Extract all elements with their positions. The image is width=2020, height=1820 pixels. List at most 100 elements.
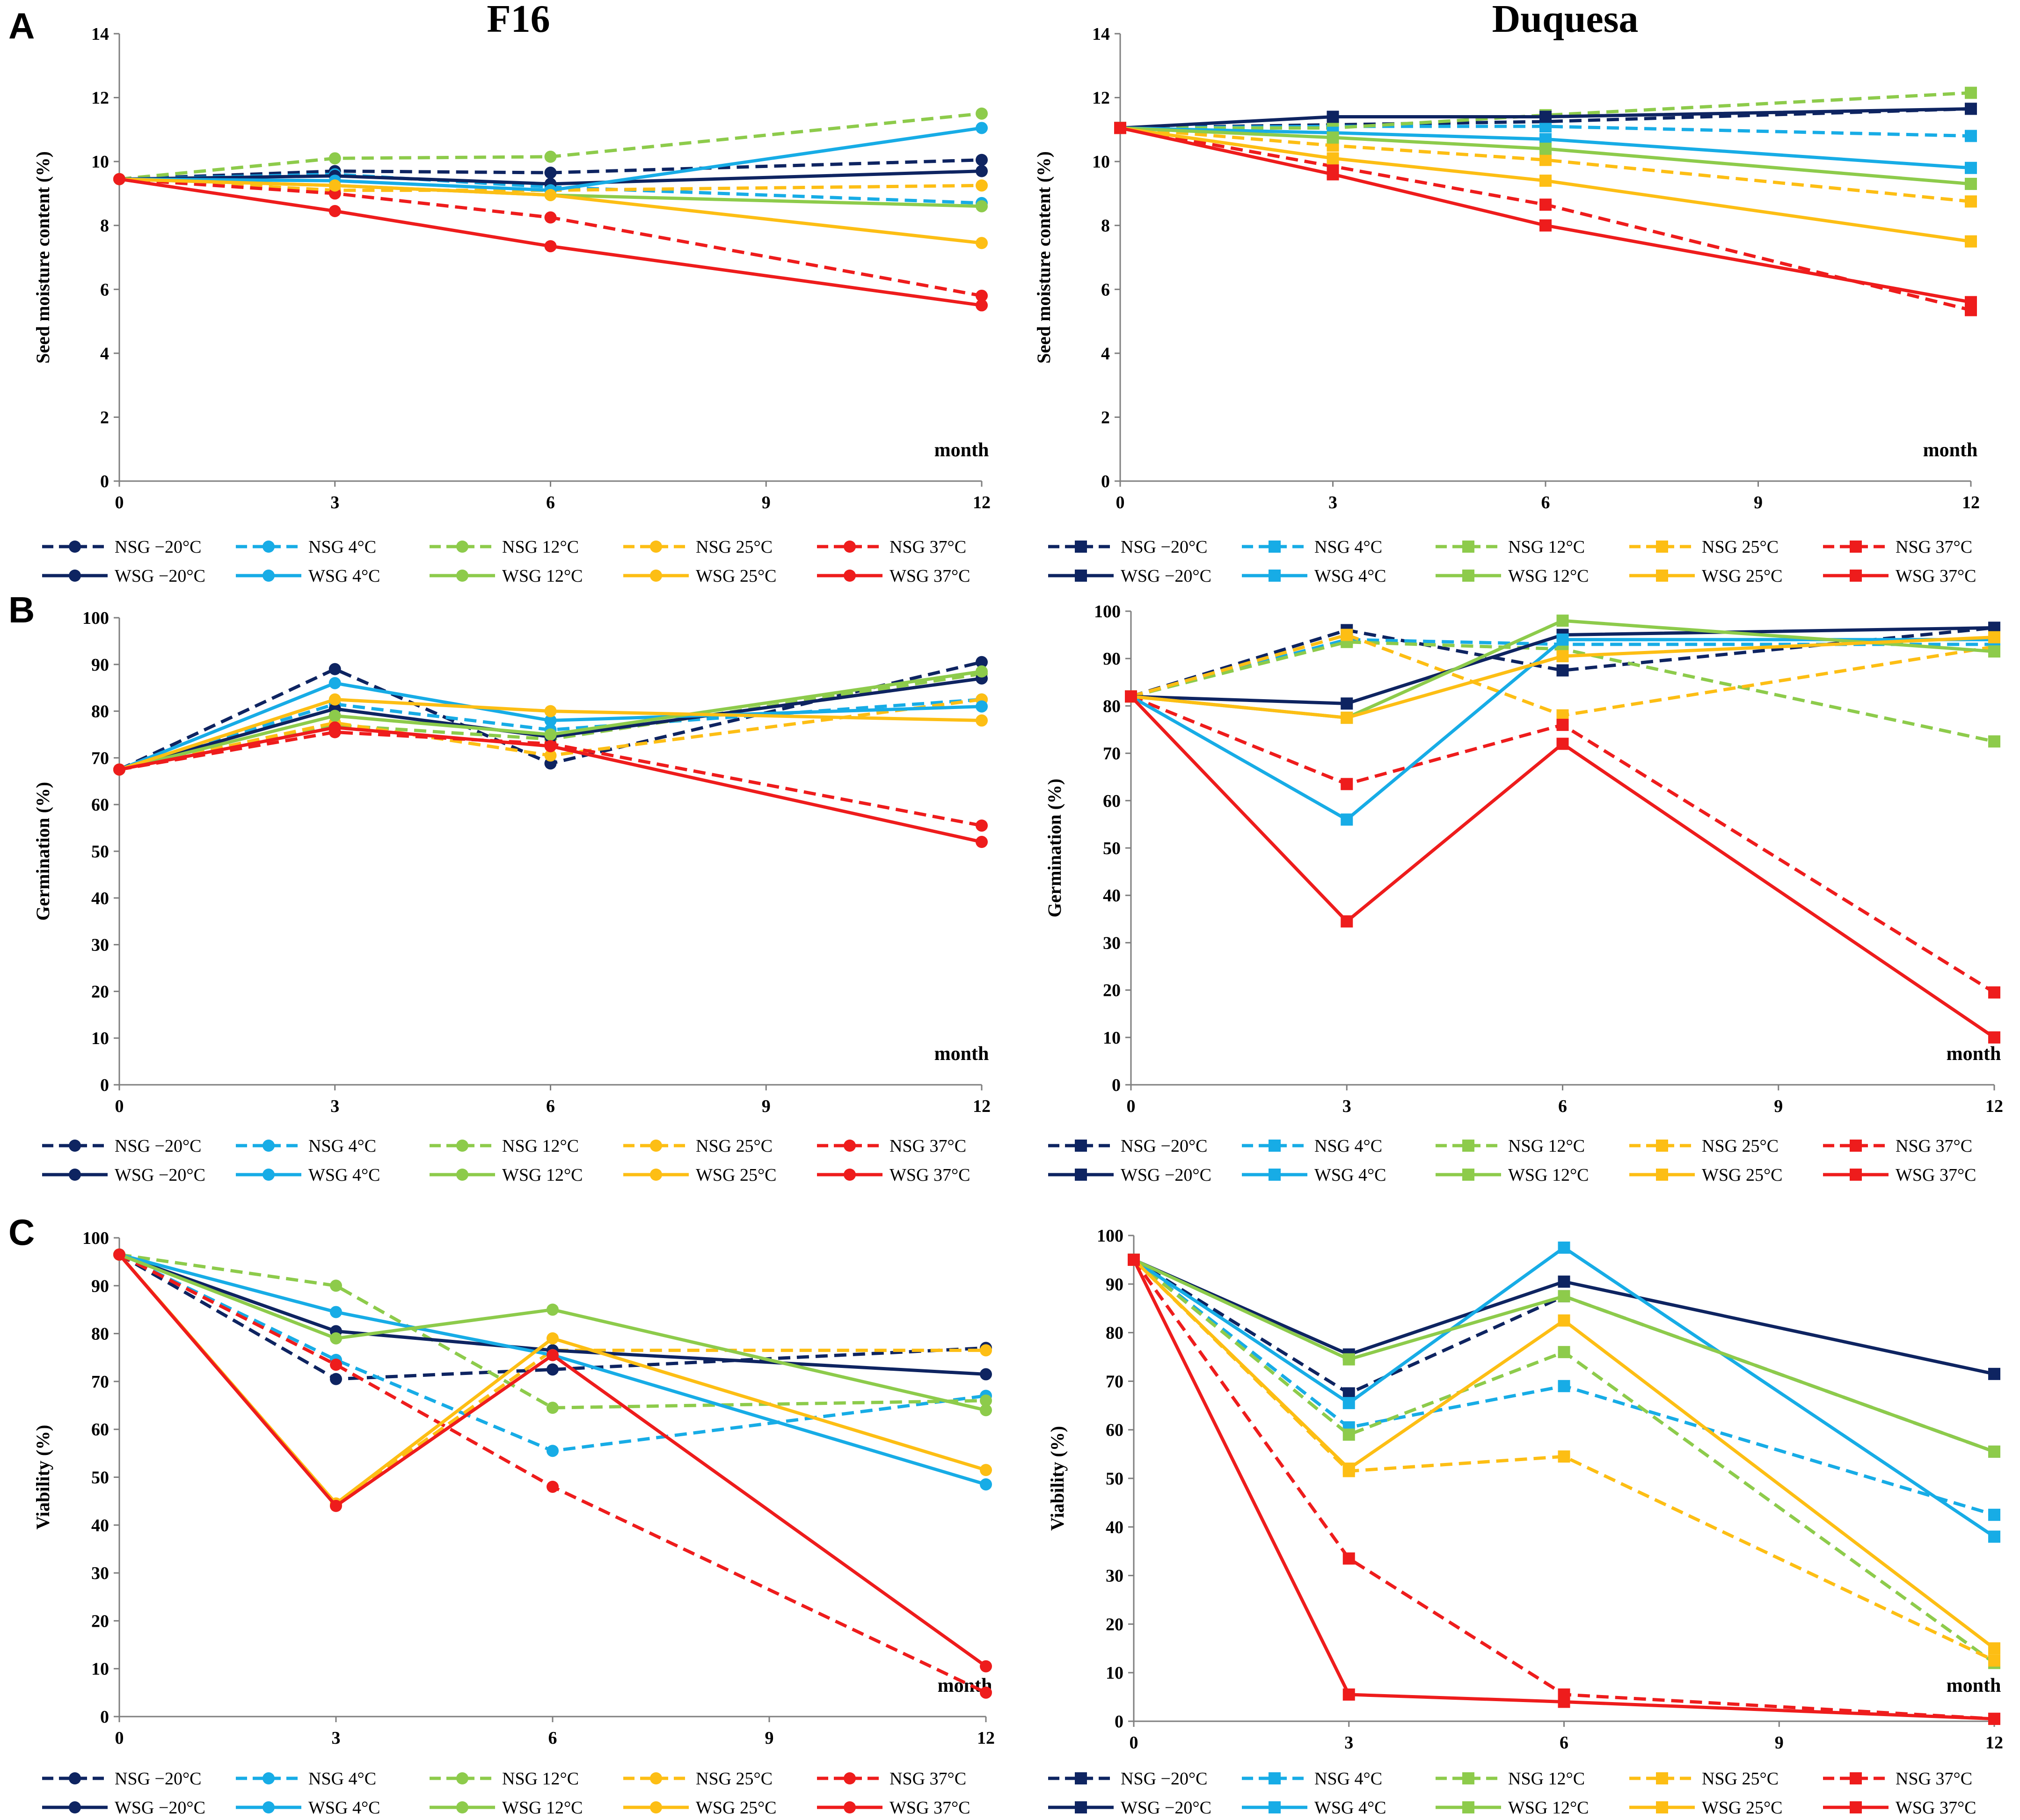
- x-tick-label: 12: [973, 493, 991, 512]
- legend-label: WSG −20°C: [1121, 1165, 1211, 1185]
- data-point: [1965, 177, 1977, 190]
- x-tick-label: 6: [1560, 1733, 1568, 1753]
- legend-marker: [844, 1801, 856, 1813]
- legend-marker: [1462, 1772, 1474, 1784]
- series-line-wsg-m20: [119, 677, 982, 771]
- y-tick-label: 30: [91, 936, 109, 955]
- legend-marker: [650, 1169, 662, 1181]
- data-point: [1556, 650, 1569, 663]
- series-line-wsg-37: [119, 726, 982, 844]
- data-point: [976, 836, 988, 848]
- series-line-nsg-37: [1120, 126, 1971, 312]
- data-point: [328, 693, 341, 706]
- y-tick-label: 30: [1106, 1566, 1123, 1586]
- x-axis-label: month: [934, 1043, 989, 1065]
- data-point: [328, 179, 341, 192]
- data-point: [1556, 664, 1569, 677]
- data-point: [1556, 738, 1569, 750]
- legend-label: NSG 12°C: [502, 1769, 579, 1789]
- legend-label: WSG 25°C: [696, 1798, 776, 1818]
- legend-marker: [650, 541, 662, 553]
- data-point: [976, 122, 988, 134]
- legend-label: NSG 25°C: [696, 1769, 773, 1789]
- data-point: [976, 179, 988, 192]
- data-point: [1558, 1290, 1570, 1302]
- series-line-nsg-4: [1120, 124, 1971, 138]
- legend-marker: [1850, 1772, 1862, 1784]
- data-point: [328, 721, 341, 734]
- legend-label: WSG −20°C: [115, 1165, 205, 1185]
- legend-marker: [69, 1801, 81, 1813]
- legend-marker: [1850, 541, 1862, 553]
- series-line-nsg-25: [1130, 633, 1995, 717]
- x-tick-label: 0: [115, 493, 124, 512]
- data-point: [1342, 1397, 1355, 1410]
- legend-label: WSG 12°C: [502, 1165, 583, 1185]
- y-tick-label: 30: [91, 1564, 109, 1583]
- data-point: [1965, 87, 1977, 99]
- y-tick-label: 20: [1106, 1615, 1123, 1634]
- series-line-wsg-37: [1132, 1259, 1995, 1721]
- y-tick-label: 40: [1103, 886, 1121, 906]
- legend-marker: [1462, 1140, 1474, 1152]
- x-tick-label: 12: [1985, 1096, 2003, 1116]
- data-point: [1558, 1450, 1570, 1463]
- legend-label: WSG 37°C: [1896, 1165, 1976, 1185]
- y-tick-label: 4: [1101, 344, 1110, 364]
- legend-marker: [650, 1140, 662, 1152]
- series-line-wsg-4: [1133, 1246, 1995, 1538]
- legend-marker: [1075, 541, 1087, 553]
- x-tick-label: 9: [762, 493, 771, 512]
- data-point: [1327, 168, 1339, 181]
- series-line-wsg-m20: [119, 169, 982, 186]
- y-tick-label: 8: [1101, 216, 1110, 236]
- series-line-wsg-12: [118, 1253, 986, 1412]
- data-point: [1988, 1445, 2000, 1458]
- y-tick-label: 14: [91, 24, 109, 44]
- legend-label: WSG 25°C: [696, 1165, 776, 1185]
- legend-label: NSG 37°C: [890, 1136, 966, 1156]
- y-tick-label: 100: [1094, 602, 1121, 621]
- x-axis-label: month: [1947, 1043, 2001, 1065]
- series-line-wsg-m20: [118, 1253, 986, 1376]
- y-tick-label: 50: [1106, 1469, 1123, 1489]
- legend-marker: [844, 1140, 856, 1152]
- data-point: [1988, 1654, 2000, 1667]
- legend-marker: [1850, 570, 1862, 582]
- x-tick-label: 6: [548, 1728, 557, 1748]
- x-tick-label: 12: [1985, 1733, 2003, 1753]
- y-tick-label: 20: [91, 982, 109, 1001]
- legend-marker: [1656, 570, 1668, 582]
- data-point: [544, 714, 557, 727]
- data-point: [330, 1279, 342, 1292]
- legend-marker: [1850, 1140, 1862, 1152]
- y-tick-label: 0: [1115, 1712, 1123, 1732]
- legend-label: NSG 12°C: [502, 1136, 579, 1156]
- data-point: [113, 763, 125, 776]
- x-tick-label: 3: [330, 493, 339, 512]
- legend-label: WSG 25°C: [1702, 1798, 1782, 1818]
- legend-label: NSG 4°C: [308, 1769, 376, 1789]
- legend-marker: [456, 1169, 468, 1181]
- legend-label: NSG 4°C: [1314, 537, 1382, 557]
- data-point: [1341, 711, 1353, 724]
- data-point: [980, 1404, 992, 1417]
- legend-label: WSG 12°C: [1508, 1798, 1589, 1818]
- series-line-nsg-37: [118, 1253, 987, 1695]
- legend-marker: [1269, 1801, 1281, 1813]
- data-point: [1558, 1380, 1570, 1392]
- legend-marker: [263, 541, 275, 553]
- data-point: [544, 189, 557, 201]
- data-point: [1965, 195, 1977, 208]
- y-tick-label: 70: [1103, 744, 1121, 764]
- chart-viability-f16: 0 10 20 30 40 50 60 70 80 90 100 0 3 6 9 12 Viability (%…: [32, 1228, 995, 1818]
- legend-label: WSG 37°C: [890, 1165, 970, 1185]
- y-axis-label: Germination (%): [32, 782, 53, 921]
- x-tick-label: 12: [1962, 493, 1980, 512]
- y-tick-label: 50: [91, 842, 109, 862]
- legend-marker: [456, 1801, 468, 1813]
- legend-marker: [1269, 570, 1281, 582]
- legend-label: NSG 4°C: [1314, 1136, 1382, 1156]
- legend-label: WSG −20°C: [115, 566, 205, 586]
- y-tick-label: 6: [1101, 280, 1110, 300]
